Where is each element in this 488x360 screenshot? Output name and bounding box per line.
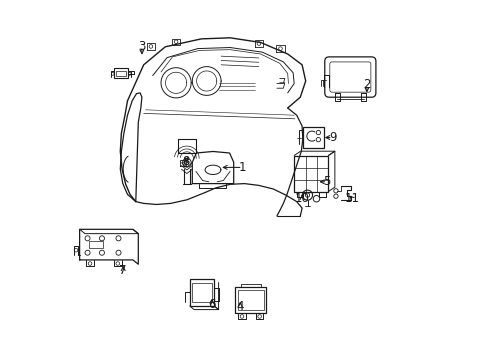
Text: 9: 9: [328, 131, 336, 144]
Text: 7: 7: [119, 264, 127, 277]
Bar: [116, 71, 126, 76]
Text: 6: 6: [208, 298, 215, 311]
Bar: [192, 283, 211, 302]
Bar: [238, 290, 263, 310]
Text: 2: 2: [363, 78, 370, 91]
Text: 3: 3: [138, 40, 145, 53]
Bar: [302, 127, 324, 148]
Bar: [189, 279, 214, 306]
Text: 8: 8: [182, 155, 189, 168]
Bar: [88, 241, 103, 248]
Text: 4: 4: [236, 300, 244, 313]
Text: 1: 1: [239, 161, 246, 174]
Text: 5: 5: [323, 175, 330, 188]
Text: 11: 11: [345, 192, 359, 205]
Text: 10: 10: [294, 192, 309, 205]
Bar: [235, 287, 265, 313]
Bar: [294, 156, 328, 192]
Bar: [114, 68, 127, 78]
